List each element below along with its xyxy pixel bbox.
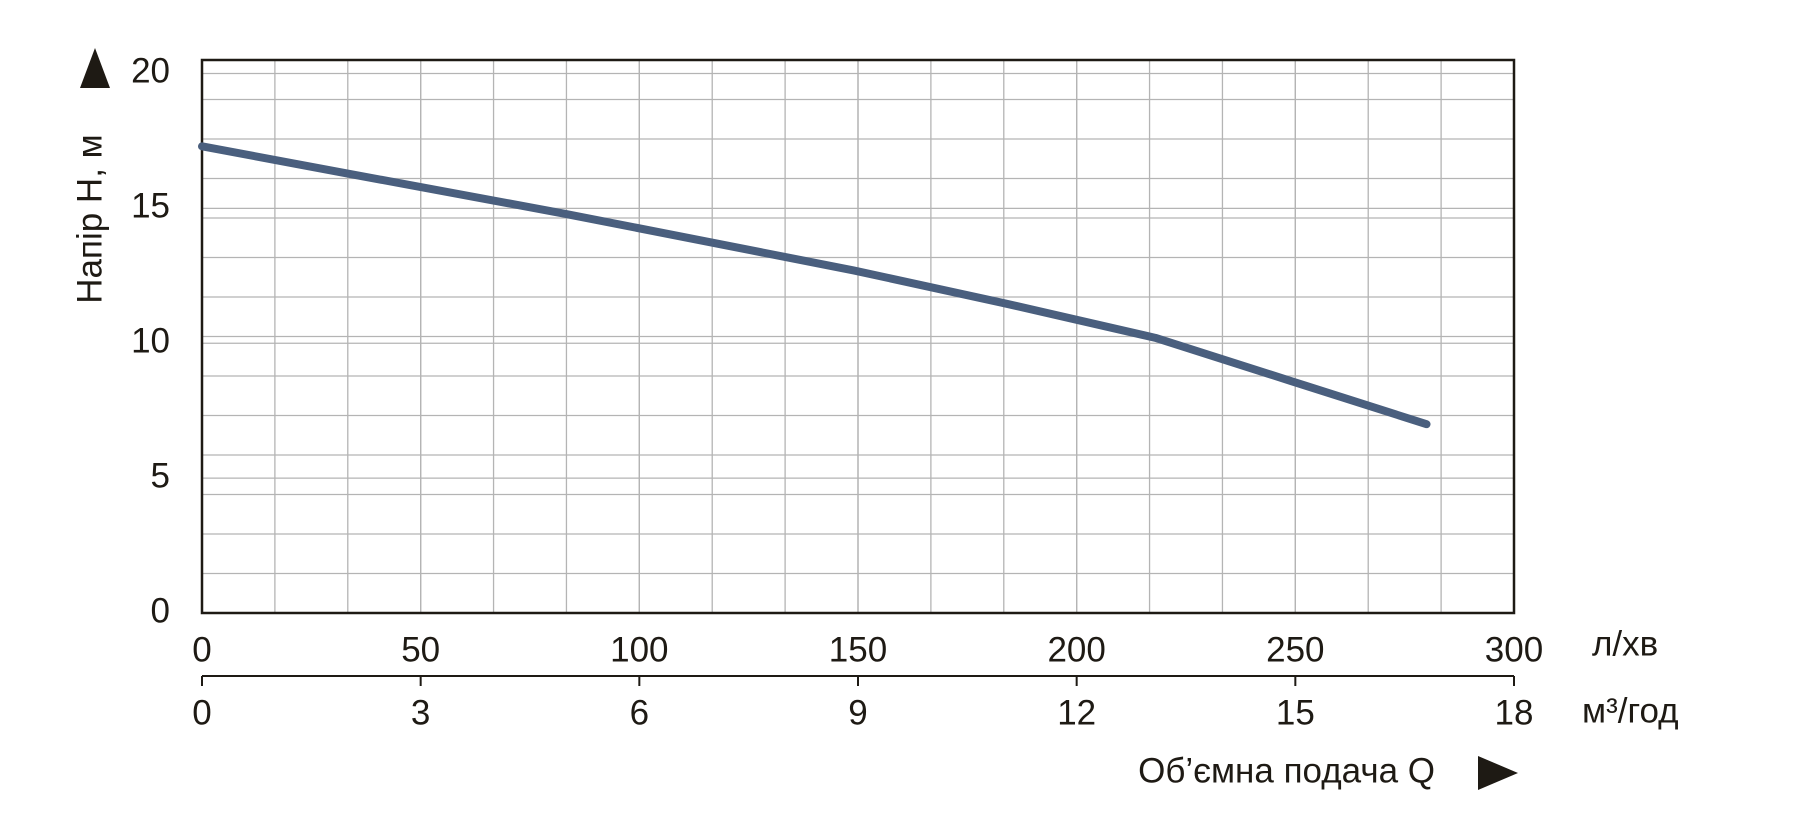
x2-tick-label: 12 (1057, 693, 1096, 732)
x2-unit: м³/год (1582, 691, 1679, 730)
y-tick-label: 15 (131, 187, 170, 226)
y-tick-label: 5 (151, 456, 170, 495)
x2-tick-label: 18 (1495, 693, 1534, 732)
line-series (198, 142, 1431, 429)
y-arrow (80, 48, 110, 88)
x-tick-label: 250 (1266, 630, 1324, 669)
y-tick-label: 20 (131, 52, 170, 91)
x-tick-label: 150 (829, 630, 887, 669)
y-tick-label: 10 (131, 321, 170, 360)
x-tick-label: 200 (1047, 630, 1105, 669)
x2-tick-label: 3 (411, 693, 430, 732)
x2-tick-label: 9 (848, 693, 867, 732)
x-tick-label: 300 (1485, 630, 1543, 669)
y-tick-label: 0 (151, 591, 170, 630)
x-tick-label: 100 (610, 630, 668, 669)
plot-frame (200, 58, 1516, 615)
y-axis-title: Напір H, м (70, 134, 109, 303)
x-axis-title: Об’ємна подача Q (1138, 751, 1435, 790)
x-tick-label: 50 (401, 630, 440, 669)
x2-tick-label: 0 (192, 693, 211, 732)
x-tick-label: 0 (192, 630, 211, 669)
x2-tick-label: 15 (1276, 693, 1315, 732)
x2-tick-label: 6 (630, 693, 649, 732)
x-arrow (1478, 756, 1518, 790)
x-unit: л/хв (1592, 624, 1658, 663)
